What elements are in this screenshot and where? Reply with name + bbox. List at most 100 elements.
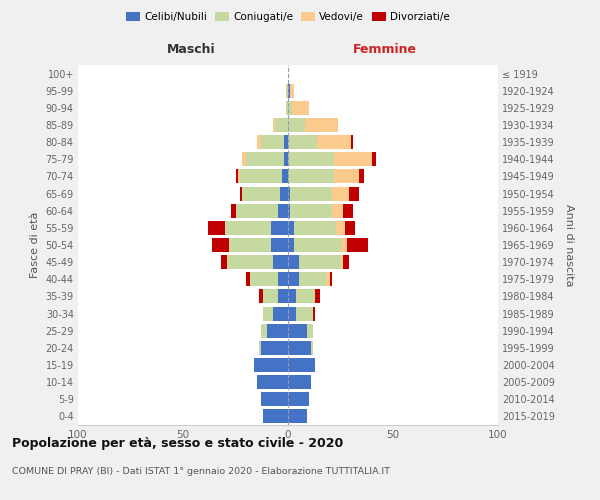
Bar <box>326 272 330 286</box>
Bar <box>274 255 288 269</box>
Bar <box>232 204 235 218</box>
Bar <box>235 204 277 218</box>
Bar <box>311 341 313 355</box>
Bar <box>271 221 288 235</box>
Bar <box>286 84 288 98</box>
Bar <box>286 101 288 115</box>
Bar <box>227 255 274 269</box>
Bar <box>341 238 347 252</box>
Bar <box>296 290 316 304</box>
Bar <box>277 290 288 304</box>
Bar <box>334 152 372 166</box>
Bar <box>288 135 317 149</box>
Bar <box>288 170 334 183</box>
Bar <box>290 186 332 200</box>
Bar <box>288 324 307 338</box>
Bar <box>290 84 295 98</box>
Bar <box>332 186 349 200</box>
Bar <box>295 238 341 252</box>
Bar <box>288 84 290 98</box>
Bar <box>240 186 242 200</box>
Bar <box>246 272 250 286</box>
Bar <box>263 290 277 304</box>
Bar <box>343 255 349 269</box>
Bar <box>257 375 288 389</box>
Text: Popolazione per età, sesso e stato civile - 2020: Popolazione per età, sesso e stato civil… <box>12 438 343 450</box>
Bar <box>260 135 284 149</box>
Bar <box>295 221 337 235</box>
Bar <box>225 221 271 235</box>
Bar <box>267 324 288 338</box>
Bar <box>296 306 313 320</box>
Bar <box>263 410 288 424</box>
Bar <box>242 152 246 166</box>
Bar <box>317 135 351 149</box>
Bar <box>259 290 263 304</box>
Bar <box>229 238 271 252</box>
Bar <box>372 152 376 166</box>
Bar <box>284 152 288 166</box>
Bar <box>288 272 299 286</box>
Bar <box>292 101 309 115</box>
Bar <box>351 135 353 149</box>
Bar <box>221 255 227 269</box>
Y-axis label: Anni di nascita: Anni di nascita <box>565 204 574 286</box>
Bar <box>299 272 326 286</box>
Bar <box>299 255 341 269</box>
Bar <box>288 255 299 269</box>
Bar <box>257 135 260 149</box>
Bar <box>305 118 338 132</box>
Bar <box>259 341 260 355</box>
Bar <box>316 290 320 304</box>
Bar <box>288 358 316 372</box>
Bar <box>208 221 225 235</box>
Bar <box>277 204 288 218</box>
Bar <box>260 341 288 355</box>
Bar <box>282 170 288 183</box>
Legend: Celibi/Nubili, Coniugati/e, Vedovi/e, Divorziati/e: Celibi/Nubili, Coniugati/e, Vedovi/e, Di… <box>122 8 454 26</box>
Bar <box>212 238 229 252</box>
Bar <box>288 410 307 424</box>
Bar <box>271 238 288 252</box>
Bar <box>260 392 288 406</box>
Bar <box>277 272 288 286</box>
Bar <box>288 204 290 218</box>
Bar <box>284 135 288 149</box>
Bar <box>343 204 353 218</box>
Bar <box>288 290 296 304</box>
Bar <box>288 392 309 406</box>
Bar <box>238 170 240 183</box>
Bar <box>254 358 288 372</box>
Bar <box>288 375 311 389</box>
Bar <box>288 101 292 115</box>
Bar <box>275 118 288 132</box>
Bar <box>290 204 332 218</box>
Y-axis label: Fasce di età: Fasce di età <box>30 212 40 278</box>
Bar <box>349 186 359 200</box>
Bar <box>235 170 238 183</box>
Bar <box>288 186 290 200</box>
Bar <box>280 186 288 200</box>
Bar <box>332 204 343 218</box>
Text: Femmine: Femmine <box>353 43 416 56</box>
Bar <box>242 186 280 200</box>
Bar <box>288 238 295 252</box>
Bar <box>273 118 275 132</box>
Bar <box>359 170 364 183</box>
Bar <box>288 152 334 166</box>
Bar <box>246 152 284 166</box>
Text: Maschi: Maschi <box>167 43 216 56</box>
Bar <box>347 238 368 252</box>
Bar <box>288 118 305 132</box>
Bar <box>250 272 277 286</box>
Bar <box>307 324 313 338</box>
Bar <box>334 170 359 183</box>
Bar <box>288 306 296 320</box>
Bar <box>345 221 355 235</box>
Text: COMUNE DI PRAY (BI) - Dati ISTAT 1° gennaio 2020 - Elaborazione TUTTITALIA.IT: COMUNE DI PRAY (BI) - Dati ISTAT 1° genn… <box>12 468 390 476</box>
Bar <box>313 306 316 320</box>
Bar <box>263 306 274 320</box>
Bar <box>288 221 295 235</box>
Bar <box>240 170 282 183</box>
Bar <box>341 255 343 269</box>
